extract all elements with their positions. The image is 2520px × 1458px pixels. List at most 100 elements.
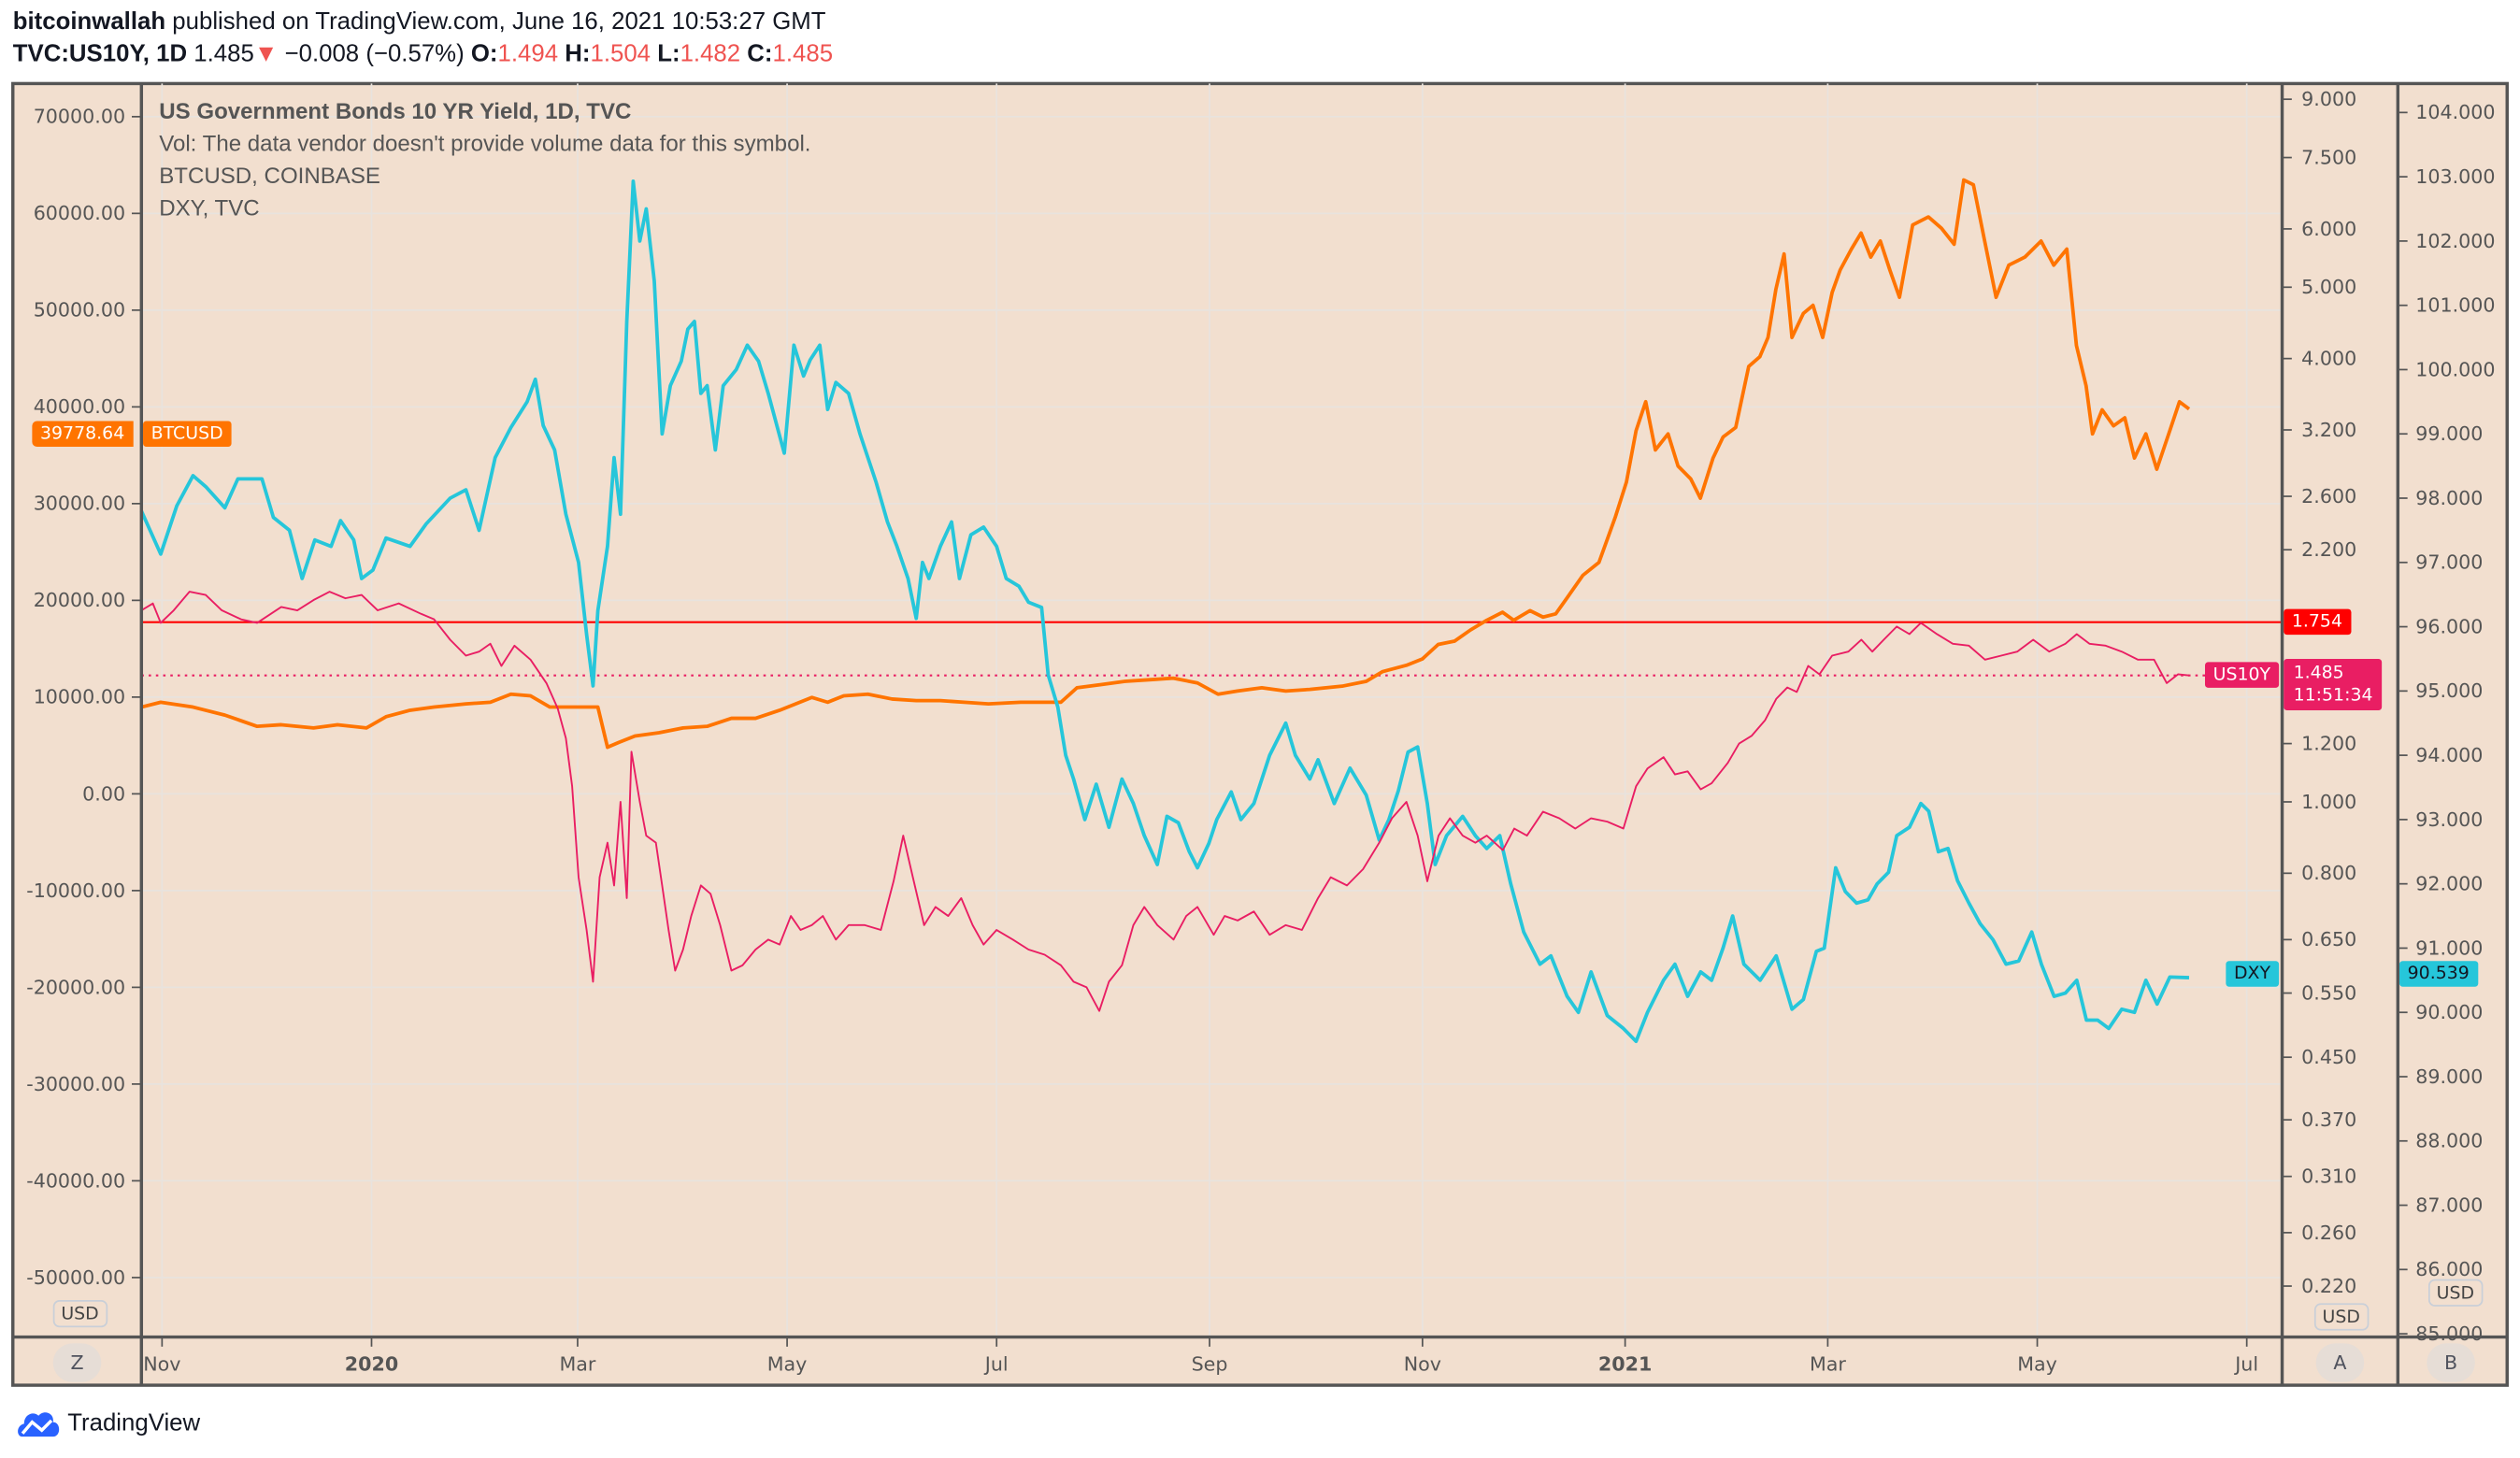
left-axis-label: 0.00 (82, 782, 125, 805)
axis-b-label: 101.000 (2415, 294, 2495, 317)
btc-series-tag: BTCUSD (143, 421, 232, 447)
axis-a-label: 0.550 (2301, 981, 2356, 1004)
axis-a-label: 0.220 (2301, 1275, 2356, 1297)
left-axis-label: 20000.00 (34, 589, 125, 611)
axis-b-label: 97.000 (2415, 551, 2483, 574)
axis-b-label: 85.000 (2415, 1322, 2483, 1345)
time-axis-label: Jul (983, 1353, 1009, 1376)
left-axis-label: -40000.00 (26, 1169, 125, 1192)
time-axis-label: 2021 (1598, 1353, 1652, 1376)
axis-b-label: 89.000 (2415, 1065, 2483, 1088)
low-value: 1.482 (680, 39, 741, 68)
axis-a-label: 6.000 (2301, 218, 2356, 240)
axis-a-label: 1.000 (2301, 791, 2356, 813)
open-label: O: (470, 39, 498, 68)
time-axis-label: Jul (2233, 1353, 2258, 1376)
left-axis-label: -10000.00 (26, 879, 125, 902)
us10y-price-tag: 1.485 11:51:34 (2284, 658, 2383, 710)
axis-b-label: 93.000 (2415, 808, 2483, 831)
axis-a-label: 0.370 (2301, 1108, 2356, 1131)
time-axis-label: Sep (1192, 1353, 1228, 1376)
axis-b-label: 86.000 (2415, 1258, 2483, 1280)
axis-a-auto-button[interactable]: A (2315, 1343, 2365, 1382)
axis-b-label: 104.000 (2415, 101, 2495, 123)
grid (141, 83, 2283, 1337)
axis-b-label: 102.000 (2415, 230, 2495, 252)
time-axis-label: Mar (1810, 1353, 1846, 1376)
axis-a-label: 7.500 (2301, 146, 2356, 168)
close-value: 1.485 (772, 39, 834, 68)
axis-b-label: 96.000 (2415, 615, 2483, 637)
currency-badge-a[interactable]: USD (2313, 1303, 2369, 1331)
last-price: 1.485 (193, 39, 254, 68)
axis-b-label: 94.000 (2415, 744, 2483, 766)
axis-a-label: 3.200 (2301, 419, 2356, 441)
symbol-info: TVC:US10Y, 1D 1.485▼ −0.008 (−0.57%) O:1… (13, 40, 833, 67)
time-axis-label: Nov (1404, 1353, 1441, 1376)
low-label: L: (657, 39, 680, 68)
axis-b-label: 98.000 (2415, 487, 2483, 509)
axis-ticks: 70000.00 60000.00 50000.00 40000.00 30000.00… (26, 88, 2495, 1376)
price-change: −0.008 (−0.57%) (284, 39, 465, 68)
time-axis-label: Mar (559, 1353, 595, 1376)
axis-b-label: 87.000 (2415, 1194, 2483, 1216)
open-value: 1.494 (497, 39, 559, 68)
series-line-btcusd[interactable] (140, 178, 2191, 750)
us10y-series-tag: US10Y (2205, 662, 2279, 688)
tradingview-footer[interactable]: TradingView (16, 1406, 200, 1437)
legend-dxy[interactable]: DXY, TVC (159, 194, 260, 221)
axis-a-label: 2.200 (2301, 538, 2356, 561)
axis-a-label: 4.000 (2301, 348, 2356, 370)
legend-volume[interactable]: Vol: The data vendor doesn't provide vol… (159, 130, 811, 156)
publish-text: published on TradingView.com, June 16, 2… (172, 7, 826, 36)
axis-a-label: 0.310 (2301, 1165, 2356, 1188)
axis-a-label: 5.000 (2301, 276, 2356, 298)
time-axis-label: Nov (143, 1353, 180, 1376)
axis-b-label: 95.000 (2415, 679, 2483, 702)
axis-a-label: 2.600 (2301, 485, 2356, 507)
time-axis-label: 2020 (345, 1353, 398, 1376)
tradingview-brand: TradingView (67, 1408, 201, 1437)
axis-b-label: 99.000 (2415, 422, 2483, 445)
currency-badge-b[interactable]: USD (2427, 1279, 2483, 1307)
series-line-us10y[interactable] (140, 591, 2190, 1012)
series-lines (139, 178, 2191, 1044)
left-axis-label: 40000.00 (34, 395, 125, 418)
axis-a-label: 1.200 (2301, 732, 2356, 754)
currency-badge-left[interactable]: USD (52, 1299, 107, 1328)
symbol-name: TVC:US10Y, 1D (12, 39, 188, 68)
publish-info: bitcoinwallah published on TradingView.c… (13, 8, 826, 36)
time-axis-label: May (767, 1353, 808, 1376)
axis-a-label: 0.800 (2301, 862, 2356, 884)
zoom-reset-button[interactable]: Z (52, 1343, 102, 1382)
hline-price-tag: 1.754 (2284, 608, 2351, 636)
axis-a-label: 0.650 (2301, 928, 2356, 951)
dxy-series-tag: DXY (2226, 961, 2279, 987)
series-line-dxy[interactable] (139, 179, 2190, 1044)
axis-a-label: 0.450 (2301, 1046, 2356, 1068)
left-axis-label: -50000.00 (26, 1266, 125, 1289)
left-axis-label: 10000.00 (34, 686, 125, 708)
axis-b-label: 88.000 (2415, 1130, 2483, 1152)
axis-b-label: 90.000 (2415, 1001, 2483, 1023)
axis-a-label: 9.000 (2301, 88, 2356, 110)
left-axis-label: -30000.00 (26, 1073, 125, 1095)
btc-price-tag: 39778.64 (32, 421, 133, 447)
left-axis-label: 30000.00 (34, 493, 125, 515)
legend-main[interactable]: US Government Bonds 10 YR Yield, 1D, TVC (159, 97, 632, 124)
down-arrow-icon: ▼ (253, 39, 279, 68)
left-axis-label: 70000.00 (34, 106, 125, 128)
high-label: H: (565, 39, 591, 68)
axis-b-auto-button[interactable]: B (2427, 1343, 2475, 1382)
legend-btcusd[interactable]: BTCUSD, COINBASE (159, 162, 380, 189)
chart-frame (11, 81, 2509, 1387)
close-label: C: (747, 39, 773, 68)
left-axis-label: 50000.00 (34, 299, 125, 322)
axis-b-label: 100.000 (2415, 358, 2495, 380)
high-value: 1.504 (590, 39, 651, 68)
author-name[interactable]: bitcoinwallah (12, 7, 166, 36)
left-axis-label: -20000.00 (26, 976, 125, 998)
us10y-last-value: 1.485 (2293, 662, 2344, 683)
